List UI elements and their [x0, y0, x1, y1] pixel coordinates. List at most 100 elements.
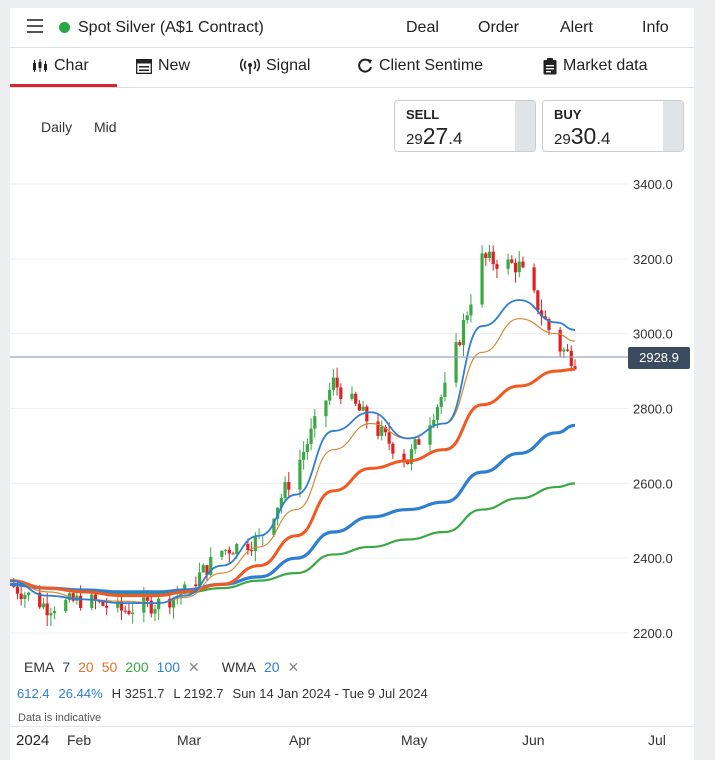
deal-link[interactable]: Deal: [406, 19, 439, 36]
candle-body: [171, 597, 176, 608]
high-value: H 3251.7: [111, 686, 165, 701]
candle-body: [521, 261, 525, 268]
wma-20[interactable]: 20: [263, 659, 280, 675]
candle-body: [272, 518, 276, 535]
hamburger-menu-icon[interactable]: [27, 19, 43, 33]
candle-body: [417, 439, 421, 445]
x-tick-jun: Jun: [522, 732, 545, 748]
candle-body: [309, 428, 313, 445]
change-percent: 26.44%: [58, 686, 103, 701]
y-tick-label: 2200.0: [633, 626, 673, 641]
candle-body: [79, 595, 83, 608]
candle-body: [298, 459, 302, 490]
tab-chart[interactable]: Char: [32, 57, 89, 75]
y-tick-label: 2400.0: [633, 551, 673, 566]
range-stats: 612.4 26.44% H 3251.7 L 2192.7 Sun 14 Jan 20…: [17, 686, 437, 701]
tabs-divider: [10, 87, 694, 88]
candle-body: [253, 536, 257, 551]
ema-100[interactable]: 100: [156, 659, 181, 675]
candle-body: [142, 597, 146, 613]
candle-body: [547, 319, 551, 330]
candle-body: [131, 612, 135, 615]
candle-body: [105, 605, 109, 608]
ema-50[interactable]: 50: [101, 659, 118, 675]
tab-market-data[interactable]: Market data: [543, 57, 647, 75]
tab-signals[interactable]: Signal: [240, 57, 310, 75]
interval-selector[interactable]: Daily: [41, 119, 73, 135]
sell-price: 2927.4: [406, 123, 463, 149]
active-tab-indicator: [10, 84, 117, 87]
candle-body: [562, 349, 566, 352]
candle-body: [116, 600, 120, 608]
date-range: Sun 14 Jan 2024 - Tue 9 Jul 2024: [232, 686, 428, 701]
candle-body: [149, 600, 153, 614]
tab-news[interactable]: New: [136, 57, 190, 75]
tab-client-sentiment[interactable]: Client Sentime: [357, 57, 483, 75]
broadcast-icon: [240, 58, 260, 74]
candle-body: [383, 427, 388, 433]
buy-button[interactable]: BUY 2930.4: [542, 100, 684, 152]
candle-body: [480, 253, 484, 305]
candle-body: [168, 598, 172, 608]
candle-body: [328, 389, 332, 401]
candle-body: [391, 443, 395, 454]
candle-body: [573, 366, 577, 370]
candle-body: [569, 350, 573, 367]
candle-body: [458, 342, 462, 346]
wma-label: WMA: [221, 659, 256, 675]
candle-body: [465, 315, 469, 321]
candle-body: [93, 594, 98, 601]
header-divider: [10, 47, 694, 48]
candle-body: [23, 595, 27, 600]
candle-body: [324, 400, 328, 417]
ema-20[interactable]: 20: [78, 659, 94, 675]
price-chart[interactable]: 3400.0 3200.0 3000.0 2800.0 2600.0 2400.0 2200…: [10, 8, 694, 760]
indicator-legend: EMA 7 20 50 200 100 ✕ WMA 20 ✕: [24, 659, 307, 676]
price-type-selector[interactable]: Mid: [94, 119, 117, 135]
change-value: 612.4: [17, 686, 50, 701]
candle-body: [250, 550, 254, 552]
instrument-header: Spot Silver (A$1 Contract) Deal Order Al…: [10, 8, 694, 48]
buy-stripe: [663, 101, 683, 151]
candle-body: [197, 572, 202, 586]
y-axis-ticks: 3400.0 3200.0 3000.0 2800.0 2600.0 2400.0 2200…: [633, 177, 673, 641]
candle-body: [461, 320, 466, 346]
x-tick-mar: Mar: [177, 732, 202, 748]
y-tick-label: 3000.0: [633, 327, 673, 342]
remove-wma-icon[interactable]: ✕: [287, 659, 300, 675]
indicator-lines: [10, 299, 576, 604]
sell-button[interactable]: SELL 2927.4: [394, 100, 536, 152]
x-tick-may: May: [401, 732, 428, 748]
ema-200[interactable]: 200: [125, 659, 149, 675]
candle-body: [380, 427, 384, 436]
remove-ema-icon[interactable]: ✕: [188, 659, 200, 675]
candle-body: [49, 613, 53, 616]
candle-body: [439, 397, 443, 407]
info-link[interactable]: Info: [642, 19, 669, 36]
candle-body: [201, 565, 205, 573]
candle-body: [19, 593, 23, 600]
x-tick-apr: Apr: [289, 732, 311, 748]
alert-link[interactable]: Alert: [560, 19, 593, 36]
candle-body: [331, 377, 335, 390]
candle-body: [487, 251, 492, 258]
order-link[interactable]: Order: [478, 19, 519, 36]
clipboard-icon: [543, 57, 557, 74]
candle-body: [536, 290, 540, 311]
ema-20-line: [10, 318, 576, 604]
low-value: L 2192.7: [173, 686, 224, 701]
candle-body: [432, 419, 436, 426]
candle-body: [153, 609, 157, 614]
candle-body: [510, 259, 514, 263]
candle-body: [565, 349, 570, 351]
candle-body: [495, 264, 499, 269]
ema-7[interactable]: 7: [62, 659, 71, 675]
chart-gridlines: [10, 183, 628, 634]
candle-body: [428, 425, 432, 445]
candle-body: [539, 310, 544, 317]
candle-body: [387, 432, 391, 444]
tab-market-data-label: Market data: [563, 57, 648, 74]
candle-body: [376, 421, 380, 436]
candle-body: [15, 586, 20, 594]
candle-body: [365, 406, 369, 422]
